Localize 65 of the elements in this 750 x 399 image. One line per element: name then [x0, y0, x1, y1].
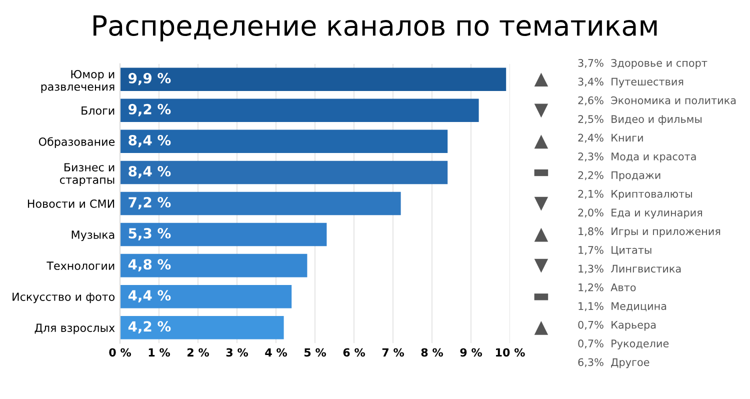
text: 1,1% Медицина	[578, 302, 666, 312]
data-label: 8,4 %	[128, 134, 171, 148]
y-tick-label: Технологии	[46, 262, 114, 270]
text: 1,3% Лингвистика	[578, 264, 681, 274]
text: 2,2% Продажи	[578, 171, 660, 182]
text: 2,1% Криптовалюты	[578, 190, 692, 200]
bar	[120, 254, 308, 278]
bar	[120, 160, 448, 184]
text: 2,3% Мода и красота	[578, 152, 696, 162]
y-tick-label: Новости и СМИ	[28, 199, 114, 208]
text: 0,7% Рукоделие	[578, 340, 669, 350]
bar	[120, 316, 284, 340]
x-tick-label: 7 %	[382, 348, 404, 357]
text: 1,8% Игры и приложения	[578, 227, 720, 238]
data-label: 8,4 %	[128, 166, 171, 178]
text: ▼	[534, 258, 548, 273]
text: 3,4% Путешествия	[578, 78, 684, 88]
x-tick-label: 10 %	[496, 348, 525, 357]
x-tick-label: 4 %	[265, 348, 288, 357]
x-tick-label: 3 %	[226, 348, 248, 357]
text: 3,7% Здоровье и спорт	[578, 58, 708, 69]
data-label: 4,4 %	[128, 290, 171, 302]
chart-title: Распределение каналов по тематикам	[94, 15, 657, 42]
x-tick-label: 9 %	[460, 348, 482, 357]
y-tick-label: Блоги	[82, 106, 114, 115]
bar	[120, 284, 292, 308]
text: ▬	[534, 294, 548, 300]
data-label: 5,3 %	[128, 228, 171, 240]
bar	[120, 192, 401, 216]
y-tick-label: Бизнес и стартапы	[60, 163, 114, 186]
x-tick-label: 5 %	[304, 348, 326, 357]
text: ▲	[534, 228, 548, 242]
y-tick-label: Музыка	[72, 230, 114, 242]
data-label: 9,2 %	[128, 104, 171, 116]
x-tick-label: 6 %	[343, 348, 366, 357]
text: 2,5% Видео и фильмы	[578, 115, 702, 125]
data-label: 9,9 %	[128, 72, 171, 86]
text: ▲	[534, 321, 548, 335]
bar	[120, 130, 448, 154]
x-tick-label: 2 %	[188, 348, 210, 357]
text: 2,6% Экономика и политика	[578, 96, 736, 106]
bar	[120, 98, 479, 122]
bar	[120, 68, 506, 91]
y-tick-label: Для взрослых	[34, 324, 115, 334]
x-tick-label: 1 %	[148, 348, 170, 357]
text: 1,2% Авто	[578, 283, 636, 292]
text: ▲	[534, 72, 548, 87]
text: 1,7% Цитаты	[578, 246, 652, 256]
text: 0,7% Карьера	[578, 320, 656, 331]
text: ▬	[534, 169, 548, 176]
text: ▲	[534, 134, 548, 149]
y-tick-label: Юмор и развлечения	[41, 70, 114, 93]
bar	[120, 222, 327, 246]
data-label: 4,8 %	[128, 259, 171, 272]
data-label: 4,2 %	[128, 321, 171, 334]
x-tick-label: 8 %	[421, 348, 444, 357]
data-label: 7,2 %	[128, 197, 171, 210]
y-tick-label: Образование	[38, 137, 115, 148]
text: ▼	[534, 196, 548, 211]
text: 6,3% Другое	[578, 358, 650, 368]
text: 2,4% Книги	[578, 134, 643, 143]
x-tick-label: 0 %	[109, 348, 132, 357]
y-tick-label: Искусство и фото	[12, 292, 115, 304]
text: 2,0% Еда и кулинария	[578, 208, 702, 219]
text: ▼	[534, 104, 548, 118]
